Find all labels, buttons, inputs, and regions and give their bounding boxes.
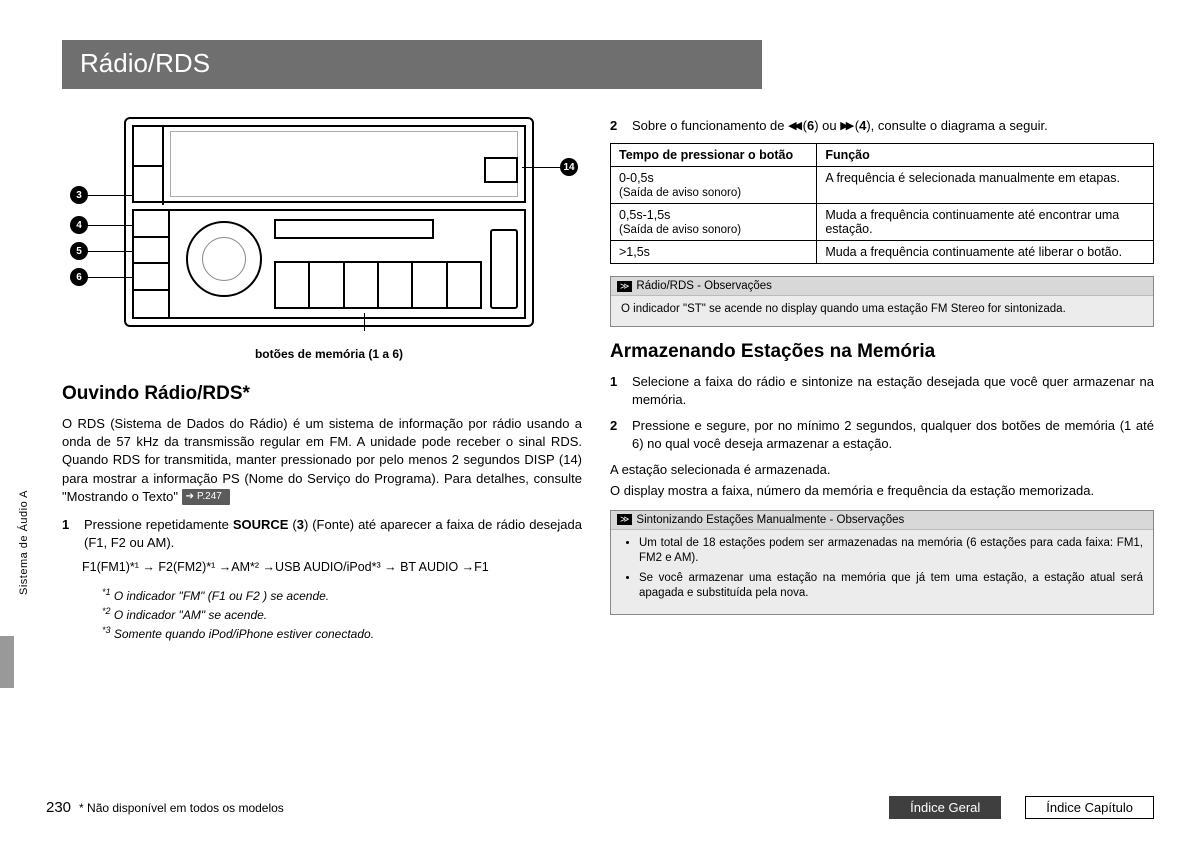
table-row: 0,5s-1,5s(Saída de aviso sonoro) Muda a … — [611, 204, 1154, 241]
callout-3: 3 — [70, 186, 88, 204]
heading-listening: Ouvindo Rádio/RDS* — [62, 383, 582, 405]
diagram-caption: botões de memória (1 a 6) — [124, 347, 534, 361]
index-general-button[interactable]: Índice Geral — [889, 796, 1001, 819]
page-ref-247[interactable]: P.247 — [182, 489, 230, 505]
chevron-icon: ≫ — [617, 281, 632, 292]
page-title: Rádio/RDS — [62, 40, 762, 89]
callout-6: 6 — [70, 268, 88, 286]
callout-5: 5 — [70, 242, 88, 260]
forward-icon: ▶▶ — [840, 119, 851, 134]
step-1: 1 Pressione repetidamente SOURCE (3) (Fo… — [62, 516, 582, 552]
press-duration-table: Tempo de pressionar o botão Função 0-0,5… — [610, 143, 1154, 264]
table-row: >1,5s Muda a frequência continuamente at… — [611, 241, 1154, 264]
heading-storing: Armazenando Estações na Memória — [610, 341, 1154, 363]
source-sequence: F1(FM1)*¹ → F2(FM2)*¹ →AM*² →USB AUDIO/i… — [82, 560, 582, 574]
side-section-label: Sistema de Áudio A — [18, 490, 30, 595]
store-step-2: 2 Pressione e segure, por no mínimo 2 se… — [610, 417, 1154, 453]
side-tab-marker — [0, 636, 14, 688]
table-header-function: Função — [817, 144, 1154, 167]
note-manual-tuning: ≫Sintonizando Estações Manualmente - Obs… — [610, 510, 1154, 615]
note-radio-rds: ≫Rádio/RDS - Observações O indicador "ST… — [610, 276, 1154, 327]
note-bullet: Um total de 18 estações podem ser armaze… — [639, 536, 1143, 567]
index-chapter-button[interactable]: Índice Capítulo — [1025, 796, 1154, 819]
result-line-2: O display mostra a faixa, número da memó… — [610, 482, 1154, 500]
chevron-icon: ≫ — [617, 514, 632, 525]
footnotes: *1 O indicador "FM" (F1 ou F2 ) se acend… — [102, 586, 582, 643]
result-line-1: A estação selecionada é armazenada. — [610, 461, 1154, 479]
callout-4: 4 — [70, 216, 88, 234]
step-2: 2 Sobre o funcionamento de ◀◀ (6) ou ▶▶ … — [610, 117, 1154, 135]
table-header-time: Tempo de pressionar o botão — [611, 144, 817, 167]
page-number: 230 — [46, 799, 71, 816]
callout-14: 14 — [560, 158, 578, 176]
store-step-1: 1 Selecione a faixa do rádio e sintonize… — [610, 373, 1154, 409]
table-row: 0-0,5s(Saída de aviso sonoro) A frequênc… — [611, 167, 1154, 204]
intro-paragraph: O RDS (Sistema de Dados do Rádio) é um s… — [62, 415, 582, 506]
footer-disclaimer: * Não disponível em todos os modelos — [79, 801, 284, 815]
note-bullet: Se você armazenar uma estação na memória… — [639, 571, 1143, 602]
radio-diagram: 14 3 4 5 6 — [124, 117, 554, 337]
rewind-icon: ◀◀ — [788, 119, 799, 134]
